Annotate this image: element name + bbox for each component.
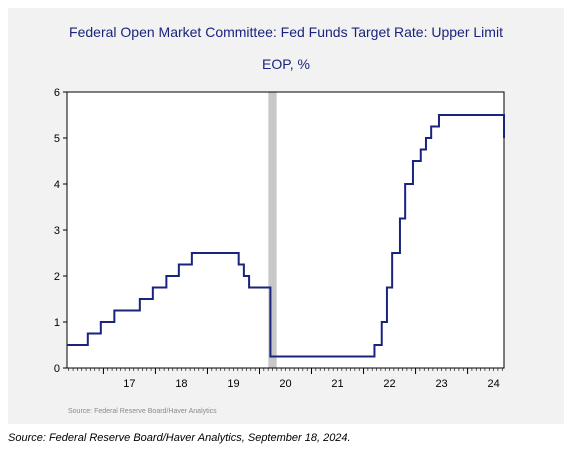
chart-source-note: Source: Federal Reserve Board/Haver Anal… [68, 408, 217, 415]
chart-subtitle: EOP, % [262, 56, 310, 72]
y-tick-label: 2 [54, 271, 60, 283]
x-tick-label: 22 [383, 378, 395, 390]
x-tick-label: 18 [175, 378, 187, 390]
y-tick-label: 4 [54, 179, 60, 191]
y-tick-label: 1 [54, 317, 60, 329]
series-line [67, 114, 505, 358]
plot-area [67, 92, 504, 368]
x-tick-label: 19 [227, 378, 239, 390]
figure-caption: Source: Federal Reserve Board/Haver Anal… [8, 432, 351, 444]
y-tick-label: 5 [54, 133, 60, 145]
y-tick-label: 6 [54, 87, 60, 99]
y-tick-label: 3 [54, 225, 60, 237]
x-tick-label: 20 [279, 378, 291, 390]
y-tick-label: 0 [54, 363, 60, 375]
recession-band [268, 92, 277, 368]
x-tick-label: 17 [123, 378, 135, 390]
x-tick-label: 24 [487, 378, 499, 390]
chart-title: Federal Open Market Committee: Fed Funds… [69, 24, 503, 40]
x-tick-label: 23 [435, 378, 447, 390]
x-tick-label: 21 [331, 378, 343, 390]
